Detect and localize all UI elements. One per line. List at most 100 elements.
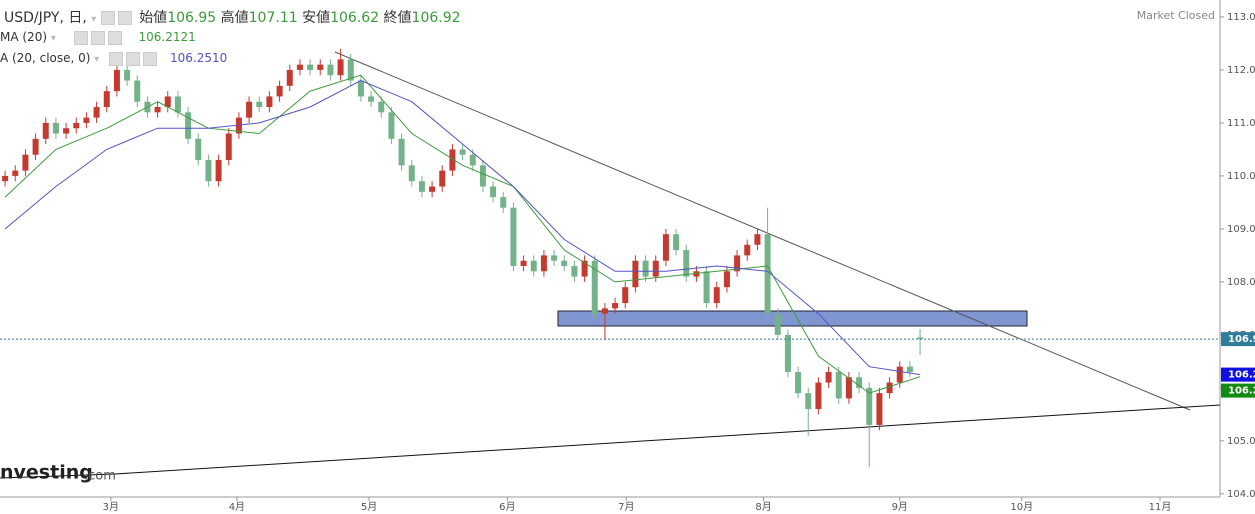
candle-body [388, 112, 395, 139]
candle-body [591, 260, 598, 314]
candle-body [490, 186, 497, 198]
icon[interactable] [107, 30, 122, 45]
candle-body [235, 117, 242, 134]
candle-body [652, 260, 659, 277]
candle-body [632, 260, 639, 288]
candle-body [703, 271, 710, 304]
indicator-value: 106.2121 [138, 30, 196, 44]
candle-body [876, 393, 883, 425]
candle-body [307, 64, 314, 70]
icon[interactable] [143, 51, 158, 66]
icon[interactable] [109, 51, 124, 66]
indicator-name: A (20, close, 0) [0, 51, 91, 65]
candle-body [429, 186, 436, 192]
candle-body [835, 371, 842, 399]
candle-body [459, 149, 466, 155]
moving-average [4, 74, 921, 394]
icon[interactable] [100, 11, 115, 25]
moving-average [4, 79, 921, 376]
candle-body [784, 334, 791, 372]
candle-body [510, 207, 517, 266]
candle-body [134, 80, 141, 102]
candle-body [174, 96, 181, 113]
candle-body [215, 160, 222, 182]
candle-body [205, 160, 212, 182]
candle-body [42, 122, 49, 139]
ohlc-value: 106.92 [411, 10, 461, 26]
candle-body [673, 234, 680, 251]
icon[interactable] [73, 30, 88, 45]
candle-body [622, 287, 629, 304]
candle-body [795, 371, 802, 394]
y-tick-label: 111.0 [1227, 118, 1255, 129]
candle-body [683, 250, 690, 277]
candle-body [276, 85, 283, 97]
candle-body [805, 393, 812, 410]
candle-body [154, 107, 161, 113]
candle-body [246, 101, 253, 118]
candle-body [764, 234, 771, 314]
market-status: Market Closed [1137, 9, 1215, 22]
candle-body [32, 138, 39, 155]
candle-body [378, 101, 385, 113]
candle-body [124, 69, 131, 81]
price-tag [1221, 367, 1255, 382]
price-tag-label: 106.2 [1228, 386, 1255, 397]
indicator-value: 106.2510 [169, 51, 228, 65]
candle-body [195, 138, 202, 161]
candle-body [296, 64, 303, 70]
x-tick-label: 6月 [499, 501, 515, 513]
candle-body [520, 260, 527, 266]
candle-body [479, 165, 486, 187]
candle-body [856, 377, 863, 388]
ohlc-label: 安値 [302, 10, 331, 26]
indicator-legend: A (20, close, 0) ▾ 106.2510 [0, 51, 228, 66]
icon[interactable] [117, 11, 132, 25]
candle-body [347, 59, 354, 81]
candle-body [530, 260, 537, 272]
x-tick-label: 4月 [229, 501, 245, 513]
icon[interactable] [90, 30, 105, 45]
y-tick-label: 110.0 [1227, 171, 1255, 182]
candle-body [256, 101, 263, 108]
candle-body [642, 260, 649, 277]
price-tag-label: 106.9 [1228, 334, 1255, 345]
ohlc-label: 高値 [220, 10, 249, 26]
y-tick-label: 108.0 [1227, 277, 1255, 288]
symbol: USD/JPY, 日, [4, 10, 87, 26]
candle-body [500, 197, 507, 208]
candle-body [866, 387, 873, 425]
candle-body [896, 366, 903, 383]
candle-body [449, 149, 456, 171]
x-tick-label: 10月 [1010, 501, 1033, 513]
candle-body [164, 96, 171, 108]
support-zone [557, 310, 1028, 327]
candle-body [723, 271, 730, 288]
x-tick-label: 5月 [361, 501, 377, 513]
legend-header: USD/JPY, 日, ▾ 始値106.95 高値107.11 安値106.62… [4, 10, 461, 26]
candle-body [2, 175, 9, 182]
candle-body [286, 69, 293, 86]
candle-body [368, 96, 375, 102]
candle-body [73, 122, 80, 129]
trend-line [0, 473, 116, 479]
price-tag-label: 106.2 [1228, 370, 1255, 381]
candle-body [418, 181, 425, 192]
trend-line [334, 51, 1191, 411]
candle-body [825, 371, 832, 383]
candle-body [439, 170, 446, 187]
candle-body [398, 138, 405, 166]
candle-body [83, 117, 90, 123]
candle-body [22, 154, 29, 171]
candle-body [551, 255, 558, 261]
watermark: .com [84, 469, 116, 484]
candle-body [845, 377, 852, 399]
candle-body [917, 337, 924, 340]
candle-body [93, 107, 100, 118]
candle-body [266, 96, 273, 108]
candle-body [327, 64, 334, 76]
indicator-name: MA (20) [0, 30, 48, 44]
candle-body [357, 80, 364, 97]
icon[interactable] [126, 51, 141, 66]
